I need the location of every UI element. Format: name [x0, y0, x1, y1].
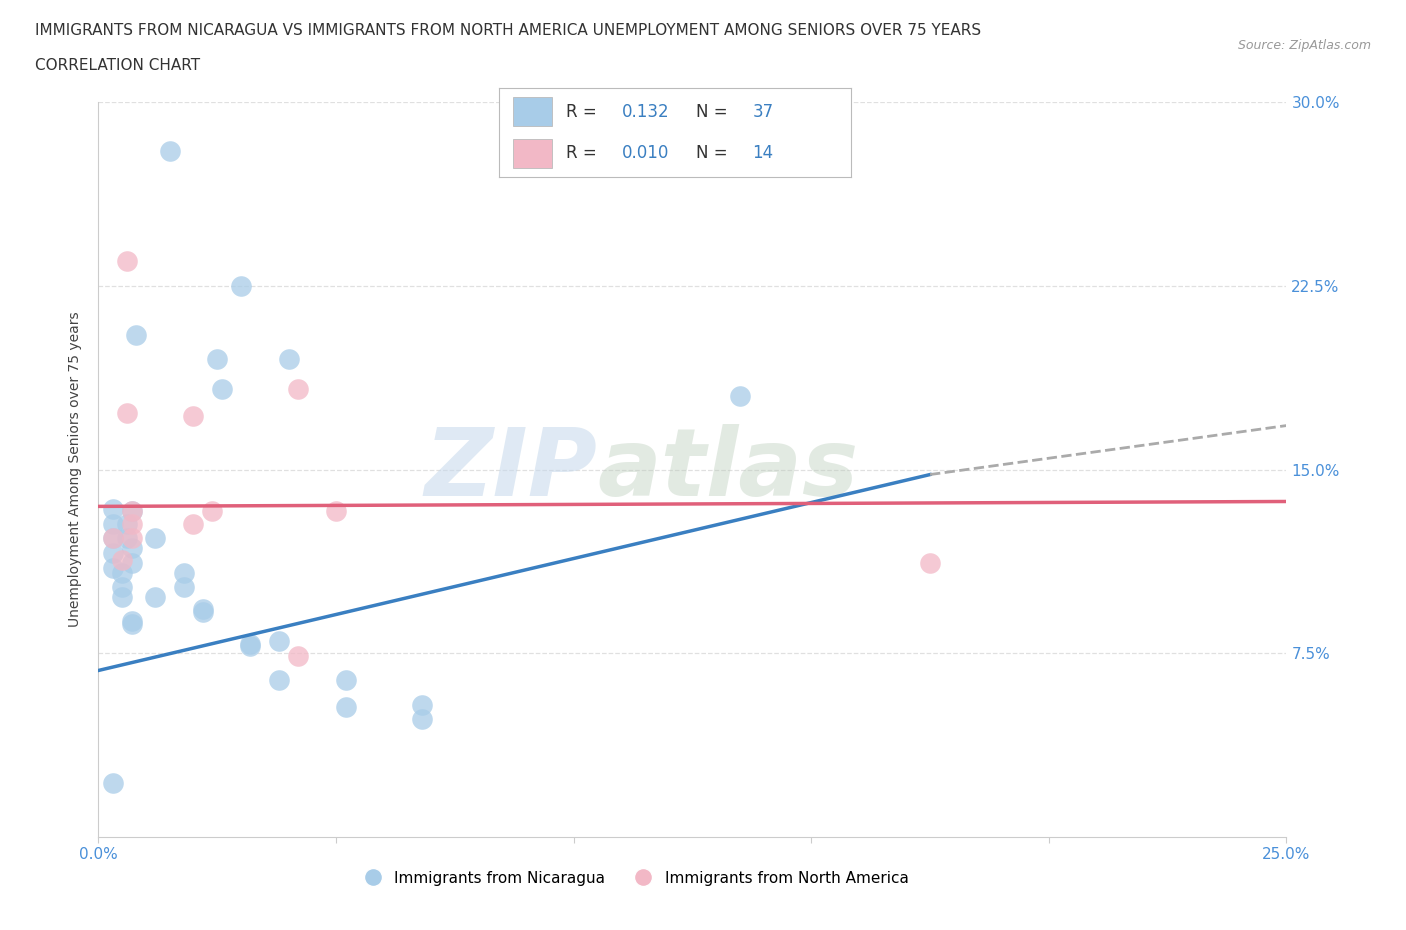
Point	[159, 144, 181, 159]
Point	[115, 254, 138, 269]
Text: 14: 14	[752, 144, 773, 162]
Point	[239, 639, 262, 654]
FancyBboxPatch shape	[513, 139, 551, 167]
Point	[121, 555, 143, 570]
Point	[121, 516, 143, 531]
Point	[267, 633, 290, 648]
Point	[101, 531, 124, 546]
Text: N =: N =	[696, 144, 733, 162]
Point	[207, 352, 229, 367]
Text: R =: R =	[565, 102, 602, 121]
Point	[277, 352, 299, 367]
Point	[335, 699, 357, 714]
Text: 37: 37	[752, 102, 773, 121]
Point	[121, 504, 143, 519]
Point	[111, 579, 134, 594]
Point	[229, 279, 252, 294]
Point	[183, 408, 205, 423]
Point	[115, 516, 138, 531]
Y-axis label: Unemployment Among Seniors over 75 years: Unemployment Among Seniors over 75 years	[69, 312, 83, 628]
Point	[145, 590, 167, 604]
Text: IMMIGRANTS FROM NICARAGUA VS IMMIGRANTS FROM NORTH AMERICA UNEMPLOYMENT AMONG SE: IMMIGRANTS FROM NICARAGUA VS IMMIGRANTS …	[35, 23, 981, 38]
Point	[191, 604, 214, 619]
Point	[121, 504, 143, 519]
Text: R =: R =	[565, 144, 602, 162]
Point	[101, 531, 124, 546]
Point	[267, 672, 290, 687]
Point	[111, 552, 134, 567]
Point	[121, 531, 143, 546]
Point	[335, 672, 357, 687]
Point	[411, 698, 433, 712]
Point	[115, 531, 138, 546]
Point	[125, 327, 148, 342]
Point	[173, 579, 195, 594]
Text: Source: ZipAtlas.com: Source: ZipAtlas.com	[1237, 39, 1371, 52]
Point	[201, 504, 224, 519]
Point	[101, 516, 124, 531]
Point	[121, 614, 143, 629]
Point	[121, 540, 143, 555]
Point	[145, 531, 167, 546]
Point	[101, 501, 124, 516]
Text: ZIP: ZIP	[425, 424, 598, 515]
Point	[111, 565, 134, 580]
Point	[101, 776, 124, 790]
Point	[111, 590, 134, 604]
Point	[411, 712, 433, 727]
Point	[325, 504, 347, 519]
Point	[728, 389, 751, 404]
Point	[287, 648, 309, 663]
Point	[101, 560, 124, 575]
Point	[183, 516, 205, 531]
Point	[211, 381, 233, 396]
Point	[287, 381, 309, 396]
Text: 0.010: 0.010	[621, 144, 669, 162]
Point	[115, 405, 138, 420]
Point	[173, 565, 195, 580]
Point	[920, 555, 942, 570]
Text: atlas: atlas	[598, 424, 859, 515]
Legend: Immigrants from Nicaragua, Immigrants from North America: Immigrants from Nicaragua, Immigrants fr…	[352, 865, 915, 892]
Point	[191, 602, 214, 617]
FancyBboxPatch shape	[513, 98, 551, 126]
Point	[101, 546, 124, 561]
Text: 0.132: 0.132	[621, 102, 669, 121]
Text: CORRELATION CHART: CORRELATION CHART	[35, 58, 200, 73]
Point	[121, 617, 143, 631]
Point	[239, 636, 262, 651]
Text: N =: N =	[696, 102, 733, 121]
